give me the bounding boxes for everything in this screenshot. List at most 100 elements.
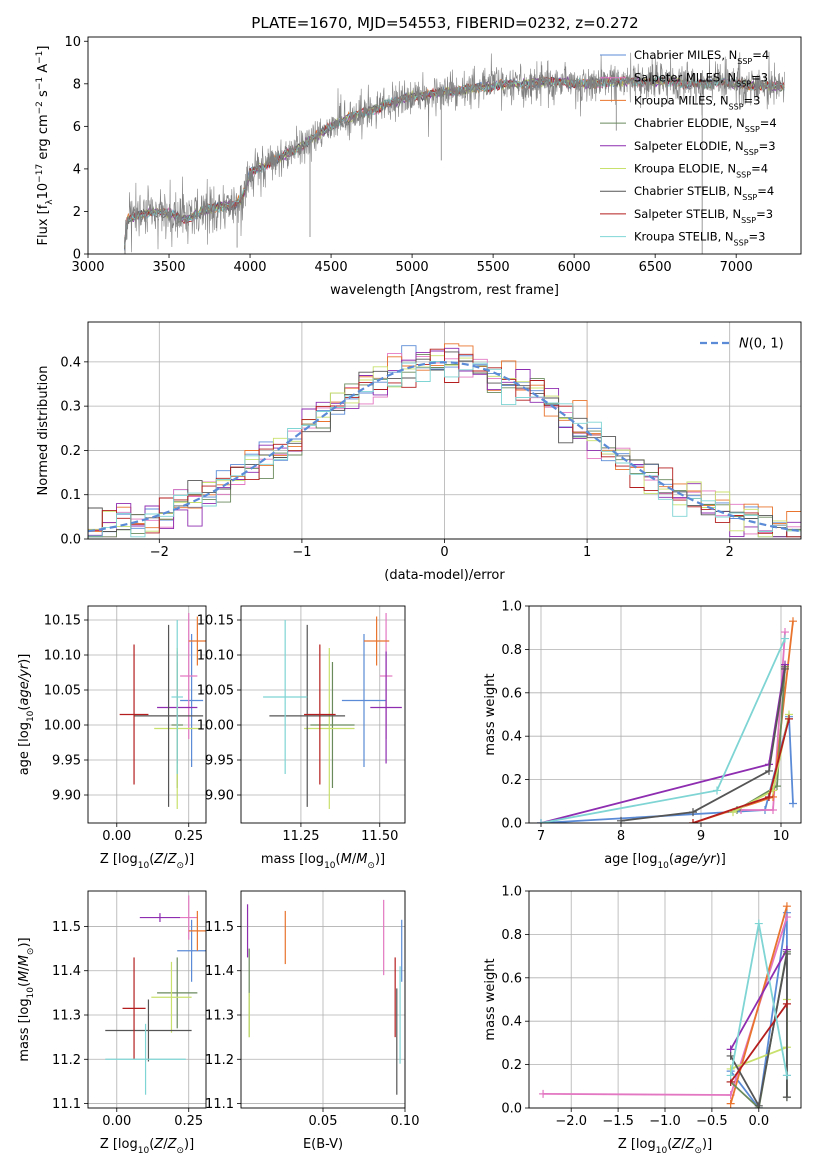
legend-label: N(0, 1): [739, 337, 784, 352]
weight-lines: [537, 617, 797, 823]
y-axis-label: Flux [fλ10−17 erg cm−2 s−1 A−1]: [35, 46, 55, 246]
legend-label: Chabrier STELIB, NSSP=4: [634, 184, 774, 202]
y-tick-label: 10.10: [44, 649, 81, 664]
x-tick-label: 4000: [233, 260, 266, 275]
y-tick-label: 11.2: [52, 1053, 81, 1068]
x-tick-label: 0.25: [174, 829, 203, 844]
y-tick-label: 0.8: [501, 643, 522, 658]
x-tick-label: −1.5: [602, 1114, 634, 1129]
x-tick-label: 6500: [639, 260, 672, 275]
x-axis-label: Z [log10(Z/Z⊙)]: [100, 852, 194, 871]
mass_weight_vs_age-panel: 7 8 9 10 0.0 0.2 0.4 0.6 0.8 1.0 age [log10(age/yr…: [483, 600, 802, 871]
y-tick-label: 8: [73, 77, 81, 92]
spectrum-panel: 3000 3500 4000 4500 5000 5500 6000 6500 7000 0 2 4 6…: [35, 35, 802, 298]
error-bar: [310, 662, 355, 788]
weight-marker: [782, 1093, 791, 1102]
axes-frame: [528, 605, 802, 824]
x-tick-label: 7: [537, 829, 545, 844]
axes-frame: [87, 321, 802, 540]
legend-label: Kroupa STELIB, NSSP=3: [634, 230, 765, 248]
y-tick-label: 11.3: [205, 1009, 234, 1024]
weight-series: [540, 664, 786, 823]
y-axis-label: mass weight: [483, 673, 498, 755]
error-bars: [119, 613, 206, 809]
y-tick-label: 9.95: [52, 754, 81, 769]
y-tick-label: 10: [64, 35, 81, 50]
legend-label: Salpeter ELODIE, NSSP=3: [634, 139, 776, 157]
legend-label: Kroupa ELODIE, NSSP=4: [634, 162, 768, 180]
weight-marker: [754, 1101, 763, 1108]
weight-marker: [781, 664, 789, 673]
y-tick-label: 0.4: [501, 730, 522, 745]
x-tick-label: 9: [697, 829, 705, 844]
x-tick-label: 0.25: [174, 1114, 203, 1129]
x-tick-label: −1.0: [649, 1114, 681, 1129]
error-bars: [105, 895, 206, 1095]
error-bar: [180, 634, 204, 767]
x-tick-label: 0.05: [309, 1114, 338, 1129]
legend-label: Chabrier MILES, NSSP=4: [634, 48, 769, 66]
error-bar: [341, 634, 387, 767]
x-tick-label: 3000: [71, 260, 104, 275]
error-bar: [188, 910, 206, 951]
x-tick-label: 0.00: [102, 1114, 131, 1129]
mass_vs_Z-panel: 0.00 0.25 11.1 11.2 11.3 11.4 11.5 Z [log10(Z/Z…: [17, 890, 207, 1156]
weight-marker: [785, 714, 793, 723]
weight-marker: [689, 819, 697, 823]
axes-frame: [87, 890, 207, 1109]
y-tick-label: 0.4: [60, 355, 81, 370]
panels: 3000 3500 4000 4500 5000 5500 6000 6500 7000 0 2 4 6…: [17, 35, 802, 1156]
x-axis-label: (data-model)/error: [384, 568, 505, 583]
y-tick-label: 6: [73, 120, 81, 135]
error-bar: [188, 616, 206, 666]
weight-marker: [782, 902, 791, 911]
legend-label: Salpeter STELIB, NSSP=3: [634, 207, 773, 225]
x-tick-label: 8: [617, 829, 625, 844]
error-bar: [304, 648, 355, 809]
x-tick-label: 10: [773, 829, 790, 844]
x-tick-label: 2: [726, 545, 734, 560]
weight-marker: [617, 816, 625, 823]
weight-marker: [765, 792, 773, 801]
weight-marker: [537, 819, 545, 823]
axes-frame: [240, 890, 406, 1109]
error-bar: [364, 616, 390, 666]
weight-series: [540, 716, 794, 823]
weight-marker: [781, 634, 789, 643]
y-tick-label: 0.2: [501, 1058, 522, 1073]
x-tick-label: −0.5: [696, 1114, 728, 1129]
error-bar: [105, 1023, 186, 1095]
weight-marker: [782, 999, 791, 1008]
y-tick-label: 10.05: [44, 684, 81, 699]
x-tick-label: −2: [150, 545, 169, 560]
y-tick-label: 11.3: [52, 1009, 81, 1024]
error-bar: [151, 961, 192, 1033]
y-tick-label: 0: [73, 248, 81, 263]
x-tick-label: 5000: [396, 260, 429, 275]
y-tick-label: 4: [73, 162, 81, 177]
x-tick-label: 3500: [152, 260, 185, 275]
x-tick-label: 7000: [720, 260, 753, 275]
legend-label: Salpeter MILES, NSSP=3: [634, 71, 768, 89]
error-bar: [180, 613, 198, 739]
axes-frame: [240, 605, 406, 824]
axes-frame: [528, 890, 802, 1109]
y-tick-label: 9.95: [205, 754, 234, 769]
y-tick-label: 10.05: [197, 684, 234, 699]
y-tick-label: 0.0: [60, 533, 81, 548]
x-tick-label: 5500: [477, 260, 510, 275]
error-bar: [157, 957, 198, 1029]
gaussian-curve: [88, 361, 801, 533]
weight-marker: [726, 1051, 735, 1060]
weight-series: [729, 953, 788, 1108]
histograms: [88, 343, 801, 539]
error-bar: [177, 919, 206, 982]
weight-marker: [726, 1071, 735, 1080]
error-bar: [105, 999, 192, 1062]
y-tick-label: 0.2: [501, 773, 522, 788]
y-tick-label: 1.0: [501, 885, 522, 900]
x-axis-label: E(B-V): [303, 1137, 343, 1152]
weight-series: [540, 638, 786, 823]
weight-marker: [789, 617, 797, 626]
y-tick-label: 2: [73, 205, 81, 220]
